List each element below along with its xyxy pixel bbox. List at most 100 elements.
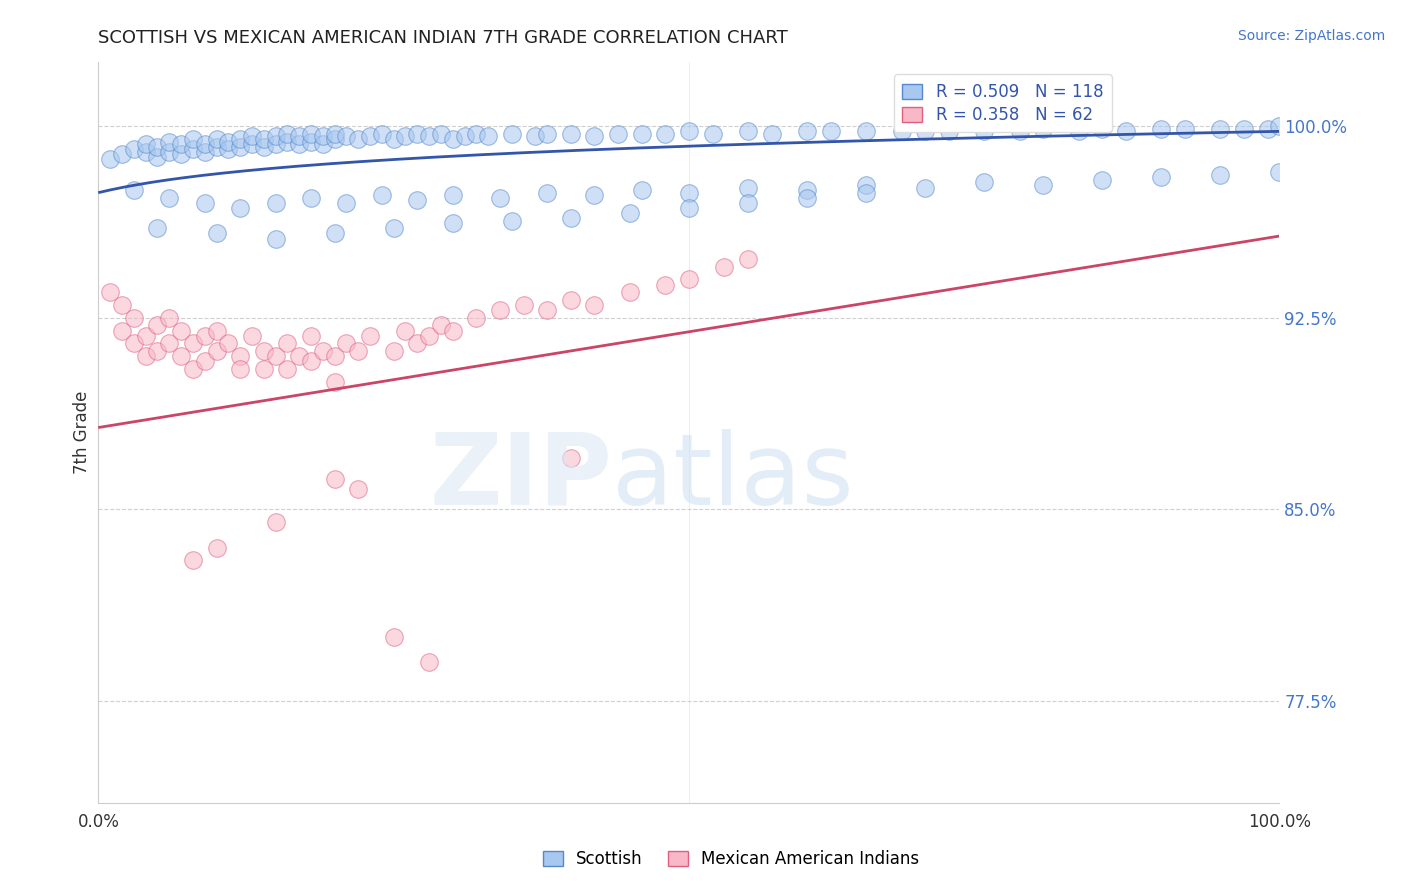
Point xyxy=(347,343,370,358)
Point xyxy=(501,213,523,227)
Point xyxy=(122,142,145,156)
Point xyxy=(619,206,641,220)
Point xyxy=(441,324,464,338)
Point xyxy=(678,124,700,138)
Point xyxy=(855,124,877,138)
Point xyxy=(560,293,582,307)
Point xyxy=(170,349,193,363)
Point xyxy=(678,272,700,286)
Point xyxy=(157,145,180,159)
Point xyxy=(276,336,298,351)
Point xyxy=(501,127,523,141)
Point xyxy=(170,147,193,161)
Point xyxy=(299,328,322,343)
Point xyxy=(406,127,429,141)
Point xyxy=(737,124,759,138)
Point xyxy=(1067,124,1090,138)
Point xyxy=(146,318,169,333)
Point xyxy=(217,142,239,156)
Point xyxy=(122,336,145,351)
Point xyxy=(205,227,228,241)
Point xyxy=(418,129,440,144)
Point xyxy=(194,137,217,152)
Point xyxy=(607,127,630,141)
Point xyxy=(761,127,783,141)
Point xyxy=(820,124,842,138)
Point xyxy=(382,343,405,358)
Point xyxy=(453,129,475,144)
Point xyxy=(194,145,217,159)
Point xyxy=(973,176,995,190)
Point xyxy=(855,186,877,200)
Point xyxy=(1150,170,1173,185)
Point xyxy=(796,124,818,138)
Point xyxy=(312,343,335,358)
Point xyxy=(288,129,311,144)
Point xyxy=(229,201,252,215)
Point xyxy=(253,361,276,376)
Point xyxy=(583,188,606,202)
Point xyxy=(288,137,311,152)
Point xyxy=(181,132,204,146)
Point xyxy=(796,183,818,197)
Point xyxy=(654,277,676,292)
Point xyxy=(1032,178,1054,192)
Point xyxy=(512,298,534,312)
Point xyxy=(347,482,370,496)
Point xyxy=(240,328,263,343)
Point xyxy=(299,191,322,205)
Point xyxy=(253,343,276,358)
Point xyxy=(276,361,298,376)
Point xyxy=(465,310,488,325)
Point xyxy=(796,191,818,205)
Point xyxy=(536,186,558,200)
Point xyxy=(194,328,217,343)
Point xyxy=(382,221,405,235)
Point xyxy=(406,194,429,208)
Point xyxy=(489,191,512,205)
Point xyxy=(98,153,121,167)
Point xyxy=(217,135,239,149)
Point xyxy=(1115,124,1137,138)
Point xyxy=(229,132,252,146)
Point xyxy=(382,132,405,146)
Point xyxy=(430,127,453,141)
Point xyxy=(914,180,936,194)
Point xyxy=(323,472,346,486)
Point xyxy=(122,183,145,197)
Point xyxy=(146,343,169,358)
Point xyxy=(240,137,263,152)
Point xyxy=(702,127,724,141)
Point xyxy=(938,124,960,138)
Point xyxy=(1209,121,1232,136)
Point xyxy=(536,303,558,318)
Point xyxy=(1257,121,1279,136)
Point xyxy=(371,188,394,202)
Point xyxy=(157,191,180,205)
Text: ZIP: ZIP xyxy=(429,428,612,525)
Point xyxy=(264,137,287,152)
Point xyxy=(157,310,180,325)
Text: atlas: atlas xyxy=(612,428,853,525)
Point xyxy=(1268,165,1291,179)
Point xyxy=(536,127,558,141)
Point xyxy=(418,656,440,670)
Point xyxy=(1174,121,1197,136)
Point xyxy=(1209,168,1232,182)
Text: SCOTTISH VS MEXICAN AMERICAN INDIAN 7TH GRADE CORRELATION CHART: SCOTTISH VS MEXICAN AMERICAN INDIAN 7TH … xyxy=(98,29,789,47)
Point xyxy=(205,541,228,555)
Point xyxy=(583,129,606,144)
Point xyxy=(335,195,357,210)
Point xyxy=(264,195,287,210)
Point xyxy=(264,129,287,144)
Point xyxy=(382,630,405,644)
Point xyxy=(276,135,298,149)
Point xyxy=(170,137,193,152)
Point xyxy=(111,324,134,338)
Point xyxy=(205,343,228,358)
Point xyxy=(157,336,180,351)
Point xyxy=(299,127,322,141)
Point xyxy=(205,324,228,338)
Point xyxy=(489,303,512,318)
Point xyxy=(312,129,335,144)
